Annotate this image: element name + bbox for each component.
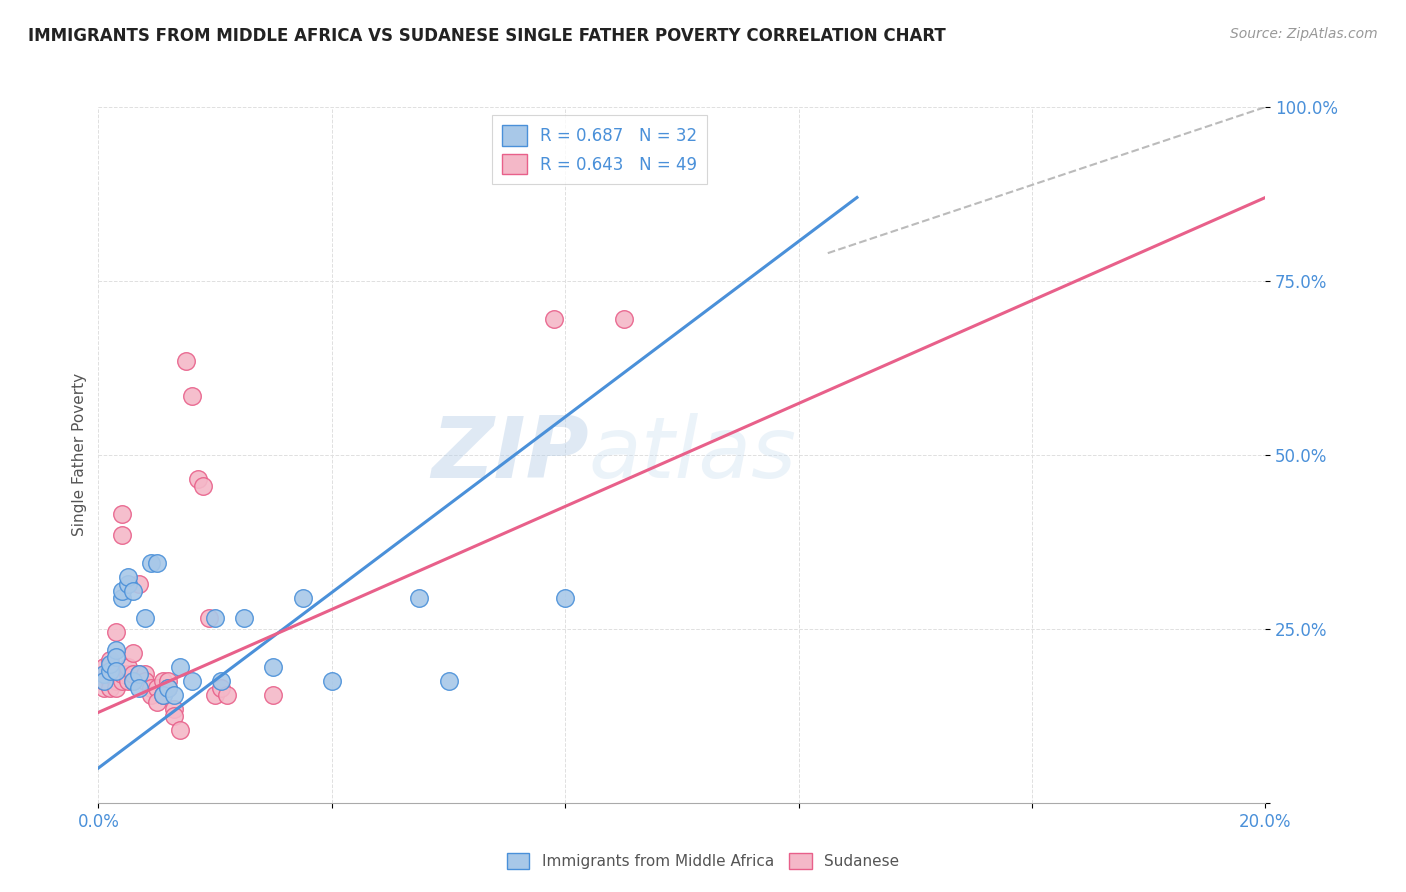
Point [174,354,197,368]
Legend: Immigrants from Middle Africa, Sudanese: Immigrants from Middle Africa, Sudanese [501,847,905,875]
Point [111,583,134,598]
Point [193,479,215,493]
Point [146,681,169,695]
Point [233,611,256,625]
Point [146,556,169,570]
Legend: R = 0.687   N = 32, R = 0.643   N = 49: R = 0.687 N = 32, R = 0.643 N = 49 [492,115,707,185]
Point [122,674,145,689]
Point [93,674,115,689]
Point [204,688,226,702]
Point [98,660,121,674]
Point [209,681,232,695]
Point [180,389,202,403]
Point [198,611,221,625]
Point [157,681,180,695]
Point [93,681,115,695]
Point [152,688,174,702]
Point [146,695,169,709]
Point [98,657,121,671]
Text: IMMIGRANTS FROM MIDDLE AFRICA VS SUDANESE SINGLE FATHER POVERTY CORRELATION CHAR: IMMIGRANTS FROM MIDDLE AFRICA VS SUDANES… [28,27,946,45]
Point [98,681,121,695]
Point [93,667,115,681]
Point [117,576,139,591]
Point [104,642,127,657]
Point [134,674,156,689]
Point [93,674,115,689]
Point [128,667,150,681]
Y-axis label: Single Father Poverty: Single Father Poverty [72,374,87,536]
Text: ZIP: ZIP [430,413,589,497]
Point [554,591,576,605]
Point [134,667,156,681]
Point [321,674,343,689]
Point [180,674,202,689]
Point [122,646,145,660]
Point [122,674,145,689]
Point [163,708,186,723]
Point [111,591,134,605]
Point [157,681,180,695]
Point [408,591,430,605]
Point [139,688,162,702]
Point [163,702,186,716]
Text: Source: ZipAtlas.com: Source: ZipAtlas.com [1230,27,1378,41]
Point [104,667,127,681]
Point [128,667,150,681]
Point [93,660,115,674]
Point [93,667,115,681]
Point [104,649,127,664]
Point [437,674,460,689]
Point [215,688,238,702]
Point [111,674,134,689]
Point [187,472,209,486]
Point [122,667,145,681]
Point [157,674,180,689]
Point [128,681,150,695]
Point [204,611,226,625]
Text: atlas: atlas [589,413,797,497]
Point [169,660,191,674]
Point [98,674,121,689]
Point [612,312,634,326]
Point [111,667,134,681]
Point [163,688,186,702]
Point [262,660,284,674]
Point [139,556,162,570]
Point [111,507,134,521]
Point [104,674,127,689]
Point [111,528,134,542]
Point [104,681,127,695]
Point [98,664,121,678]
Point [117,674,139,689]
Point [139,681,162,695]
Point [117,667,139,681]
Point [98,653,121,667]
Point [134,611,156,625]
Point [122,583,145,598]
Point [152,688,174,702]
Point [128,576,150,591]
Point [104,625,127,640]
Point [209,674,232,689]
Point [98,667,121,681]
Point [152,674,174,689]
Point [169,723,191,737]
Point [262,688,284,702]
Point [543,312,565,326]
Point [117,660,139,674]
Point [117,570,139,584]
Point [291,591,314,605]
Point [104,664,127,678]
